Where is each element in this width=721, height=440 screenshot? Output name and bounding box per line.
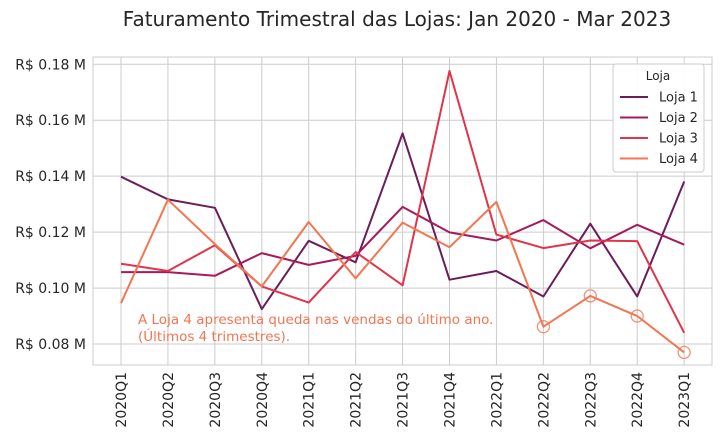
series-line-loja-2 bbox=[121, 205, 685, 277]
y-tick-label: R$ 0.18 M bbox=[15, 57, 86, 73]
x-tick-label: 2022Q3 bbox=[583, 372, 599, 428]
legend-label: Loja 2 bbox=[659, 111, 698, 126]
y-axis-ticks: R$ 0.08 M R$ 0.10 M R$ 0.12 M R$ 0.14 M R$ 0… bbox=[15, 57, 86, 353]
legend-title: Loja bbox=[646, 69, 671, 83]
highlight-marker bbox=[677, 345, 691, 360]
x-tick-label: 2020Q1 bbox=[114, 372, 130, 428]
x-tick-label: 2021Q3 bbox=[396, 372, 412, 428]
highlight-marker bbox=[536, 320, 551, 334]
y-gridlines bbox=[93, 63, 712, 345]
legend: Loja Loja 1 Loja 2 Loja 3 Loja 4 bbox=[612, 63, 705, 173]
annotation: A Loja 4 apresenta queda nas vendas do ú… bbox=[138, 312, 493, 345]
legend-label: Loja 3 bbox=[659, 132, 698, 147]
x-tick-label: 2020Q4 bbox=[255, 372, 271, 428]
y-tick-label: R$ 0.12 M bbox=[15, 225, 86, 241]
chart-title: Faturamento Trimestral das Lojas: Jan 20… bbox=[123, 7, 671, 31]
y-tick-label: R$ 0.14 M bbox=[15, 169, 86, 185]
x-tick-label: 2020Q3 bbox=[208, 372, 224, 428]
series-line-loja-1 bbox=[120, 132, 686, 311]
y-tick-label: R$ 0.16 M bbox=[15, 113, 86, 129]
legend-box bbox=[612, 63, 705, 173]
highlight-marker bbox=[630, 309, 644, 323]
highlight-marker bbox=[583, 289, 597, 303]
annotation-line-2: (Últimos 4 trimestres). bbox=[138, 327, 290, 345]
series-lines bbox=[120, 70, 686, 354]
highlight-markers bbox=[536, 289, 691, 360]
x-tick-label: 2022Q4 bbox=[630, 372, 646, 428]
x-tick-label: 2020Q2 bbox=[161, 372, 177, 428]
series-line-loja-4 bbox=[120, 198, 685, 354]
y-tick-label: R$ 0.10 M bbox=[15, 281, 86, 297]
x-tick-label: 2023Q1 bbox=[677, 372, 693, 428]
annotation-line-1: A Loja 4 apresenta queda nas vendas do ú… bbox=[138, 312, 493, 328]
x-axis-ticks: 2020Q1 2020Q2 2020Q3 2020Q4 2021Q1 2021Q2 2021… bbox=[114, 372, 693, 428]
legend-label: Loja 1 bbox=[659, 91, 698, 106]
x-tick-label: 2022Q2 bbox=[536, 372, 552, 428]
x-tick-label: 2022Q1 bbox=[489, 372, 505, 428]
legend-label: Loja 4 bbox=[659, 152, 698, 167]
y-tick-label: R$ 0.08 M bbox=[15, 337, 86, 353]
x-tick-label: 2021Q1 bbox=[302, 372, 318, 428]
x-tick-label: 2021Q2 bbox=[349, 372, 365, 428]
x-tick-label: 2021Q4 bbox=[443, 372, 459, 428]
